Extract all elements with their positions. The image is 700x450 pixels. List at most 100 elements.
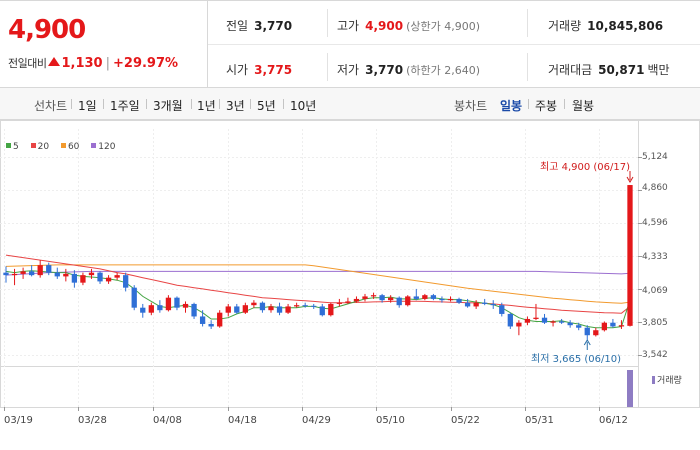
change-value: 1,130 (61, 56, 103, 71)
candle-body (3, 272, 9, 276)
turnover-stat: 거래대금 50,871 백만 (548, 61, 670, 78)
candle-body (242, 305, 248, 313)
candle-body (473, 302, 479, 307)
candle-body (439, 298, 445, 301)
candle-body (302, 305, 308, 307)
candle-body (507, 313, 513, 327)
volume-bar (627, 370, 633, 407)
candle-body (28, 271, 35, 276)
ma20-line (5, 254, 631, 314)
candle-body (191, 303, 197, 317)
candle-body (516, 322, 522, 327)
turnover-unit: 백만 (647, 63, 670, 77)
candle-body (311, 305, 317, 307)
candle-body (336, 302, 343, 304)
candle-body (379, 295, 385, 301)
candle-body (217, 312, 223, 327)
range-1w[interactable]: 1주일 (110, 99, 140, 113)
candle-body (97, 272, 103, 282)
up-arrow-icon (48, 57, 61, 66)
candle-body (54, 272, 60, 277)
period-monthly[interactable]: 월봉 (572, 99, 595, 113)
range-5y[interactable]: 5년 (257, 99, 276, 113)
candle-body (182, 303, 189, 308)
range-1y[interactable]: 1년 (197, 99, 216, 113)
open-label: 시가 (226, 63, 249, 77)
candle-body (328, 303, 334, 316)
candle-body (11, 273, 18, 276)
candle-body (490, 303, 496, 306)
high-value: 4,900 (365, 19, 404, 33)
low-stat: 저가 3,770 (하한가 2,640) (337, 61, 480, 78)
toolbar-separator (528, 99, 529, 109)
candle-body (174, 297, 180, 308)
range-10y[interactable]: 10년 (290, 99, 317, 113)
quote-header: 4,900 전일대비 1,130 | +29.97% 전일 3,770 고가 4,900(… (0, 0, 700, 88)
low-marker-arrow (583, 339, 591, 346)
candle-body (345, 301, 351, 303)
candle-body (422, 295, 428, 299)
candle-body (165, 297, 172, 311)
candle-body (541, 317, 548, 323)
range-3y[interactable]: 3년 (226, 99, 245, 113)
candle-body (362, 296, 368, 299)
legend-ma20: 20 (30, 142, 49, 152)
y-tick-label: 4,596 (642, 218, 668, 228)
chart-toolbar: 선차트 1일 1주일 3개월 1년 3년 5년 10년 봉차트 일봉 주봉 월봉 (0, 88, 700, 120)
candle-body (234, 306, 240, 313)
divider (327, 9, 328, 37)
turnover-value: 50,871 (598, 63, 645, 77)
x-tick-label: 05/31 (525, 415, 554, 426)
line-chart-label[interactable]: 선차트 (34, 99, 68, 113)
prev-close-label: 전일 (226, 19, 249, 33)
candle-body (88, 272, 95, 276)
period-weekly[interactable]: 주봉 (535, 99, 558, 113)
toolbar-separator (103, 99, 104, 109)
candle-body (319, 306, 325, 316)
candle-body (259, 302, 266, 311)
candle-body (268, 306, 274, 311)
candle-body (370, 295, 377, 297)
y-tick-label: 3,805 (642, 318, 668, 328)
candle-body (276, 306, 283, 313)
y-tick-label: 4,069 (642, 286, 668, 296)
toolbar-separator (283, 99, 284, 109)
candle-body (524, 318, 531, 323)
candle-body (80, 275, 86, 283)
candle-body (37, 265, 43, 276)
volume-legend-swatch (652, 376, 655, 384)
candle-body (584, 327, 590, 336)
volume-stat: 거래량 10,845,806 (548, 17, 663, 34)
high-stat: 고가 4,900 (상한가 4,900) (337, 17, 480, 34)
candle-body (353, 298, 360, 302)
candle-body (251, 302, 257, 306)
volume-value: 10,845,806 (587, 19, 664, 33)
turnover-label: 거래대금 (548, 63, 593, 77)
y-tick-label: 3,542 (642, 350, 668, 360)
range-1d[interactable]: 1일 (78, 99, 97, 113)
candle-body (618, 325, 625, 327)
candle-body (123, 275, 129, 288)
low-annotation: 최저 3,665 (06/10) (531, 354, 622, 365)
header-divider (208, 44, 700, 45)
change-label: 전일대비 (8, 57, 47, 70)
y-tick-label: 5,124 (642, 152, 668, 162)
candle-body (114, 275, 120, 278)
x-tick-label: 03/28 (78, 415, 107, 426)
toolbar-separator (146, 99, 147, 109)
change-row: 전일대비 1,130 | +29.97% (8, 55, 178, 71)
period-daily[interactable]: 일봉 (500, 99, 523, 113)
candle-body (405, 296, 411, 306)
candle-body (499, 305, 505, 314)
toolbar-separator (219, 99, 220, 109)
candle-body (285, 306, 291, 313)
high-marker-arrow (626, 176, 634, 183)
y-tick-label: 4,860 (642, 183, 668, 193)
range-3m[interactable]: 3개월 (153, 99, 183, 113)
candle-chart-label[interactable]: 봉차트 (454, 99, 488, 113)
candle-body (46, 265, 52, 273)
x-tick-label: 04/08 (153, 415, 182, 426)
legend-ma120: 120 (91, 142, 115, 152)
